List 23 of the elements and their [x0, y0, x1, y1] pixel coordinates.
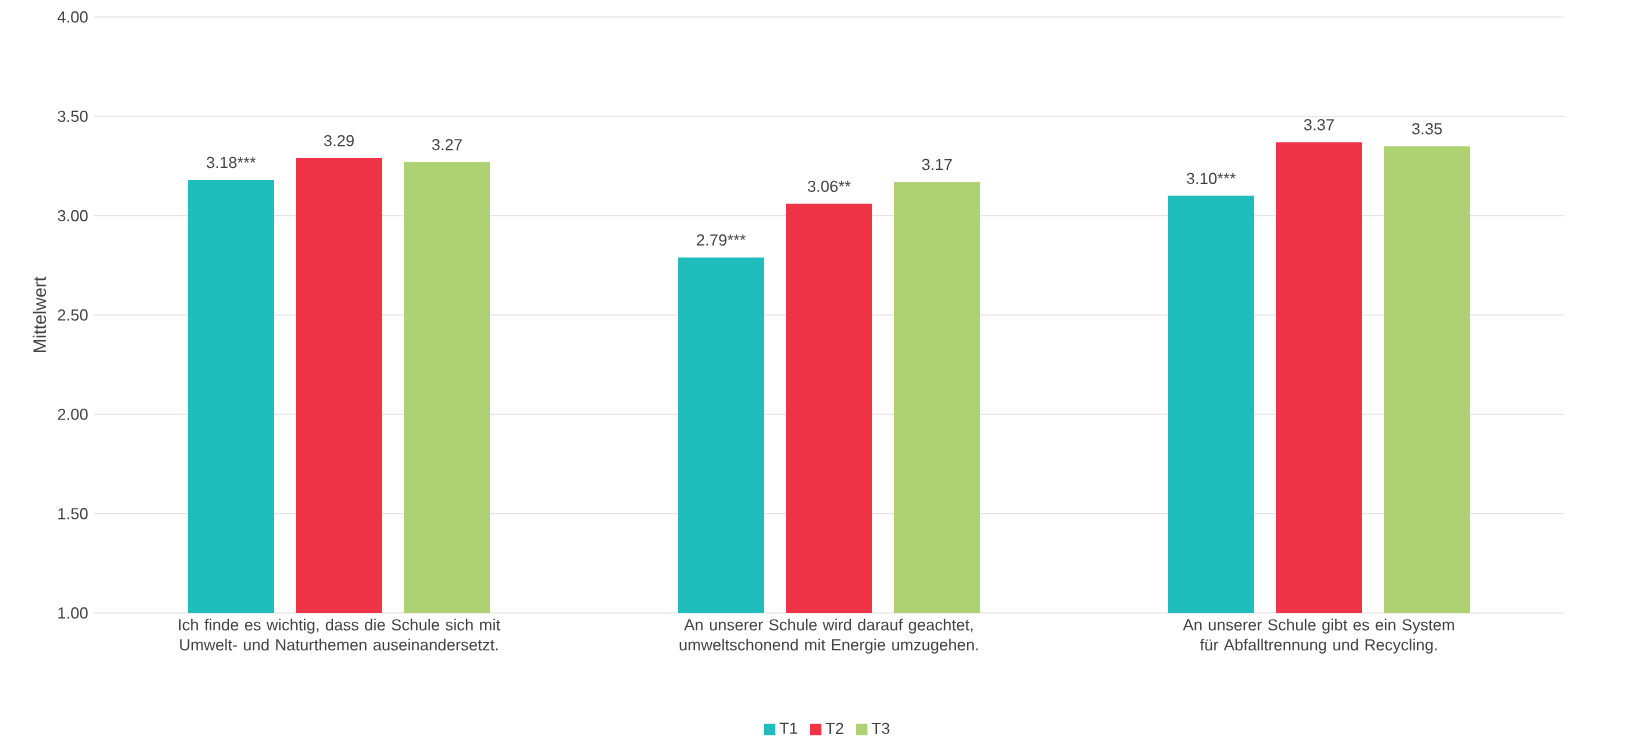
y-tick-label: 3.00 — [57, 210, 88, 222]
data-label: 3.17 — [922, 158, 952, 171]
y-tick-label: 3.50 — [57, 110, 88, 122]
legend-label: T1 — [779, 722, 798, 734]
data-label: 3.10*** — [1186, 172, 1236, 185]
data-label: 3.27 — [432, 138, 462, 151]
y-tick-label: 1.00 — [58, 607, 88, 619]
data-label: 2.79*** — [696, 234, 746, 246]
y-axis-title: Mittelwert — [32, 276, 47, 353]
data-label: 3.06** — [807, 180, 851, 193]
y-tick-label: 2.00 — [57, 408, 88, 420]
legend-label: T2 — [825, 722, 844, 734]
y-tick-label: 4.00 — [57, 11, 88, 23]
data-label: 3.37 — [1304, 119, 1334, 131]
y-tick-label: 2.50 — [57, 309, 88, 321]
x-tick-label: Ich finde es wichtig, dass die Schule sich mit Umwelt- und Naturthemen auseinandersetzt. — [179, 618, 501, 651]
data-label: 3.35 — [1412, 123, 1442, 135]
y-tick-label: 1.50 — [58, 508, 88, 520]
x-tick-label: An unserer Schule wird darauf geachtet, umweltschonend mit Energie umzugehen. — [679, 618, 978, 654]
x-tick-label: An unserer Schule gibt es ein System für Abfalltrennung und Recycling. — [1182, 618, 1454, 654]
data-label: 3.18*** — [206, 156, 256, 169]
data-label: 3.29 — [324, 135, 354, 147]
legend-label: T3 — [871, 722, 890, 735]
